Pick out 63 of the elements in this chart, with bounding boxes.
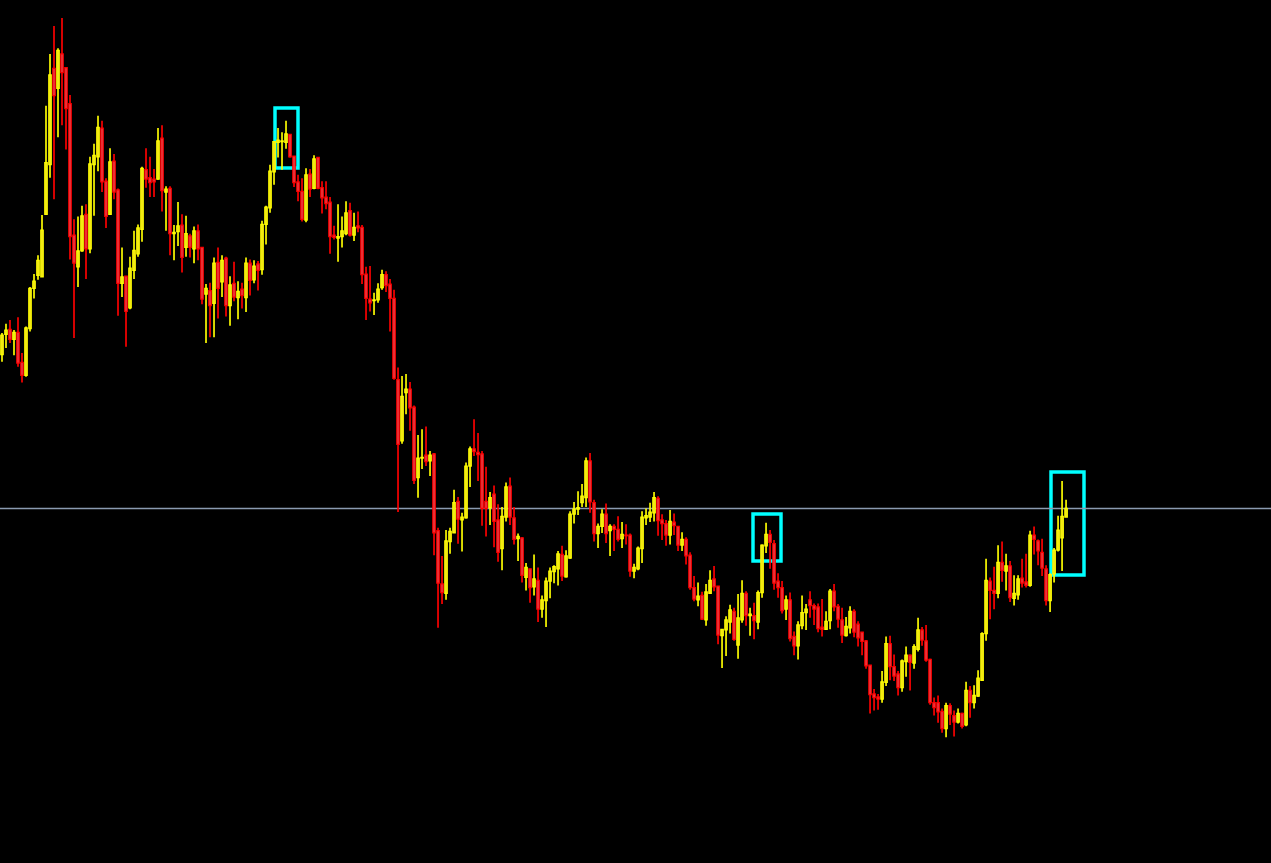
candlestick	[308, 168, 312, 198]
candlestick	[604, 502, 608, 544]
candlestick	[280, 131, 284, 171]
candlestick	[680, 531, 684, 552]
candlestick	[656, 495, 660, 537]
candlestick	[876, 693, 880, 711]
candlestick	[608, 523, 612, 557]
candlestick	[188, 232, 192, 259]
candlestick	[848, 605, 852, 635]
candlestick	[152, 168, 156, 198]
candlestick	[944, 701, 948, 738]
candlestick	[1012, 574, 1016, 607]
candlestick	[1004, 552, 1008, 592]
candlestick	[696, 581, 700, 608]
candlestick	[220, 254, 224, 298]
candlestick	[528, 568, 532, 604]
candlestick	[256, 260, 260, 292]
candlestick	[816, 602, 820, 633]
candlestick	[60, 17, 64, 126]
candlestick	[1000, 540, 1004, 583]
candlestick	[336, 203, 340, 263]
candlestick	[12, 329, 16, 357]
candlestick	[428, 450, 432, 477]
candlestick	[700, 591, 704, 621]
candlestick	[524, 562, 528, 592]
candlestick	[248, 258, 252, 297]
candlestick	[232, 260, 236, 303]
candlestick	[784, 594, 788, 621]
candlestick	[228, 275, 232, 327]
candlestick	[516, 532, 520, 562]
candlestick	[456, 496, 460, 545]
candlestick	[424, 425, 428, 467]
candlestick	[120, 246, 124, 298]
candlestick	[1024, 552, 1028, 589]
candlestick	[840, 606, 844, 644]
candlestick	[252, 259, 256, 285]
candlestick	[8, 319, 12, 344]
candlestick	[240, 281, 244, 310]
candlestick	[620, 521, 624, 549]
candlestick	[372, 291, 376, 316]
candlestick	[968, 685, 972, 719]
candlestick	[556, 550, 560, 587]
candlestick	[164, 185, 168, 232]
candlestick	[1060, 480, 1064, 572]
candlestick	[752, 601, 756, 641]
candlestick	[560, 545, 564, 582]
candlestick	[204, 283, 208, 344]
candlestick	[908, 653, 912, 692]
candlestick	[352, 212, 356, 242]
candlestick	[820, 598, 824, 638]
candlestick	[488, 491, 492, 526]
candlestick	[192, 225, 196, 265]
candlestick	[236, 280, 240, 321]
candlestick	[532, 553, 536, 597]
candlestick	[184, 214, 188, 258]
candlestick	[1020, 557, 1024, 589]
candlestick	[668, 509, 672, 546]
candlestick	[652, 491, 656, 523]
candlestick	[888, 634, 892, 682]
candlestick	[76, 215, 80, 288]
candlestick	[748, 606, 752, 637]
candlestick	[208, 281, 212, 339]
candlestick	[744, 590, 748, 627]
